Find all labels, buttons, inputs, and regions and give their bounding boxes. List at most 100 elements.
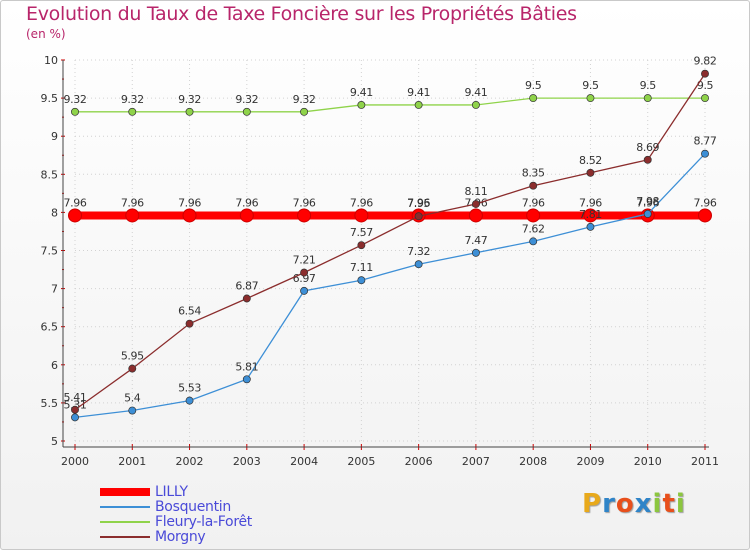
legend-swatch: [100, 488, 150, 496]
data-point: [128, 107, 137, 116]
x-tick-label: 2005: [347, 455, 375, 468]
x-tick-label: 2004: [290, 455, 318, 468]
data-label: 5.81: [235, 360, 258, 373]
data-point: [701, 69, 709, 78]
data-label: 7.96: [64, 196, 87, 209]
legend-item: Fleury-la-Forêt: [100, 514, 360, 530]
data-point: [414, 212, 423, 221]
y-unit-label: (en %): [26, 27, 66, 41]
x-tick-label: 2008: [519, 455, 547, 468]
data-label: 9.41: [350, 86, 373, 99]
data-point: [71, 413, 79, 422]
logo-letter: o: [615, 489, 635, 519]
y-tick-label: 5.5: [41, 397, 59, 410]
x-tick-label: 2007: [462, 455, 490, 468]
data-point: [239, 208, 254, 223]
data-point: [300, 286, 309, 295]
data-point: [357, 101, 366, 109]
data-label: 6.54: [178, 305, 201, 318]
data-point: [471, 200, 480, 208]
data-point: [643, 209, 652, 218]
data-label: 7.62: [522, 222, 545, 235]
data-point: [185, 319, 194, 328]
data-label: 9.32: [178, 93, 201, 106]
logo-letter: i: [675, 489, 686, 519]
data-label: 9.32: [293, 93, 316, 106]
data-label: 7.81: [579, 208, 602, 221]
y-tick-label: 8.5: [41, 168, 59, 181]
data-point: [414, 260, 423, 269]
data-label: 7.96: [407, 196, 430, 209]
data-label: 8.52: [579, 154, 602, 167]
legend-item: Bosquentin: [100, 499, 360, 515]
data-point: [182, 208, 197, 223]
legend-label: LILLY: [155, 484, 188, 500]
data-point: [529, 94, 538, 103]
data-label: 5.53: [178, 382, 201, 395]
data-point: [529, 181, 538, 190]
legend-swatch: [100, 536, 150, 538]
data-label: 8.11: [464, 185, 487, 198]
data-label: 8.69: [636, 141, 659, 154]
y-tick-label: 7: [51, 283, 58, 296]
data-point: [125, 208, 140, 223]
legend-label: Morgny: [155, 529, 206, 545]
data-label: 9.5: [582, 79, 599, 92]
data-label: 7.96: [235, 196, 258, 209]
data-label: 7.96: [350, 196, 373, 209]
logo-letter: P: [582, 489, 603, 519]
data-point: [242, 294, 251, 303]
data-label: 7.11: [350, 261, 373, 274]
data-point: [68, 208, 82, 223]
series-line-fleury-la-for-t: [75, 97, 705, 113]
data-label: 7.47: [464, 234, 487, 247]
proxiti-logo: Proxiti: [582, 489, 686, 519]
data-label: 7.98: [636, 195, 659, 208]
data-label: 7.96: [694, 196, 717, 209]
data-point: [300, 107, 309, 116]
data-point: [701, 94, 709, 103]
data-point: [468, 208, 483, 223]
data-point: [128, 406, 137, 415]
data-label: 9.41: [407, 86, 430, 99]
data-label: 5.95: [121, 350, 144, 363]
data-point: [128, 364, 137, 373]
legend-item: LILLY: [100, 484, 360, 500]
series-line-bosquentin: [74, 153, 706, 419]
data-label: 7.95: [407, 197, 430, 210]
data-label: 9.32: [235, 93, 258, 106]
legend-label: Fleury-la-Forêt: [155, 514, 252, 530]
data-point: [471, 248, 480, 257]
data-point: [586, 168, 595, 177]
data-label: 7.21: [293, 254, 316, 267]
data-point: [357, 241, 366, 250]
data-label: 9.41: [464, 86, 487, 99]
data-point: [414, 101, 423, 109]
data-point: [71, 107, 79, 116]
data-point: [71, 405, 79, 414]
data-label: 7.96: [121, 196, 144, 209]
x-tick-label: 2010: [634, 455, 662, 468]
data-label: 6.87: [235, 280, 258, 293]
data-point: [586, 94, 595, 103]
data-label: 8.35: [522, 167, 545, 180]
data-point: [586, 222, 595, 231]
y-tick-label: 9.5: [41, 92, 59, 105]
data-point: [185, 107, 194, 116]
x-tick-label: 2006: [405, 455, 433, 468]
logo-letter: t: [662, 489, 676, 519]
data-point: [300, 268, 309, 277]
logo-letter: r: [602, 489, 616, 519]
data-point: [701, 149, 709, 158]
data-label: 9.82: [694, 55, 717, 68]
data-point: [354, 208, 369, 223]
data-label: 9.5: [640, 79, 657, 92]
data-label: 5.4: [124, 392, 141, 405]
logo-letter: x: [634, 489, 653, 519]
x-tick-label: 2001: [118, 455, 146, 468]
data-label: 7.57: [350, 226, 373, 239]
data-label: 7.96: [522, 196, 545, 209]
data-label: 7.96: [178, 196, 201, 209]
data-label: 7.96: [636, 196, 659, 209]
